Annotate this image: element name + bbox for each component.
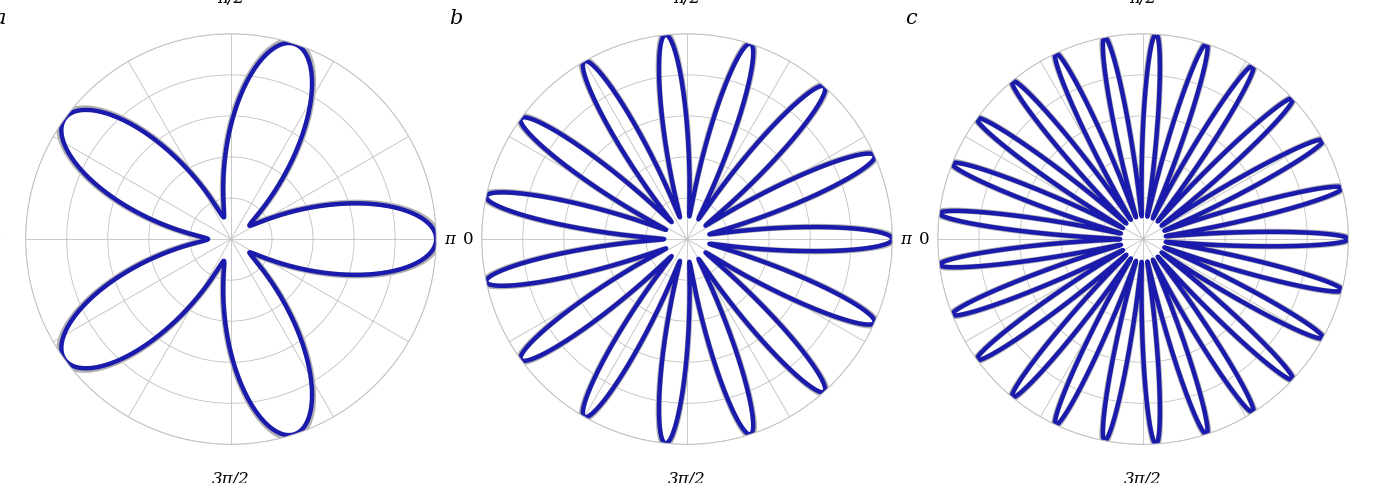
Text: π: π	[900, 230, 911, 248]
Text: 3π/2: 3π/2	[668, 471, 706, 483]
Text: 3π/2: 3π/2	[212, 471, 250, 483]
Text: π: π	[444, 230, 455, 248]
Text: 0: 0	[919, 230, 930, 248]
Text: π/2: π/2	[1129, 0, 1157, 7]
Text: π/2: π/2	[217, 0, 245, 7]
Text: π/2: π/2	[673, 0, 701, 7]
Text: 0: 0	[463, 230, 474, 248]
Text: c: c	[905, 9, 916, 28]
Text: a: a	[0, 9, 5, 28]
Text: b: b	[449, 9, 462, 28]
Text: 3π/2: 3π/2	[1124, 471, 1162, 483]
